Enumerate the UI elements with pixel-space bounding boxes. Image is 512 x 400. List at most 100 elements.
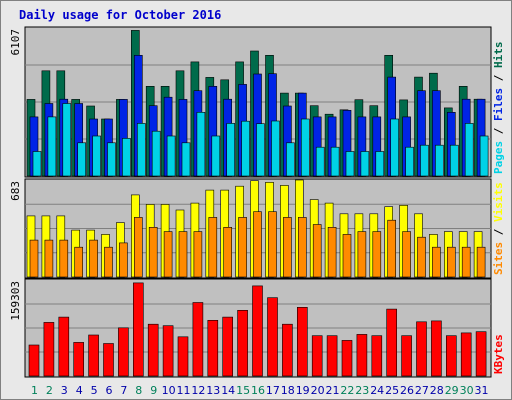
bar-kbytes (326, 335, 338, 377)
x-tick-label: 19 (296, 384, 310, 397)
bar-kbytes (103, 343, 114, 377)
bar-sites (104, 246, 113, 278)
bar-pages (166, 135, 176, 177)
bar-sites (387, 219, 397, 278)
bar-sites (44, 239, 54, 278)
bar-pages (286, 142, 295, 177)
y-max-label: 683 (9, 181, 22, 201)
x-tick-label: 3 (61, 384, 68, 397)
x-tick-label: 11 (177, 384, 191, 397)
bar-kbytes (460, 332, 472, 377)
x-tick-label: 10 (162, 384, 176, 397)
bar-sites (74, 246, 83, 278)
bar-pages (375, 151, 385, 177)
bar-kbytes (356, 334, 368, 377)
bar-sites (312, 224, 322, 278)
bar-kbytes (43, 322, 55, 377)
x-tick-label: 5 (91, 384, 98, 397)
x-tick-label: 27 (415, 384, 429, 397)
x-tick-label: 18 (281, 384, 295, 397)
bar-kbytes (475, 331, 487, 377)
legend-sites: Sites (492, 242, 505, 275)
bar-kbytes (222, 316, 233, 377)
bar-pages (47, 116, 57, 177)
bar-sites (29, 239, 39, 278)
bar-sites (402, 231, 411, 278)
bar-pages (300, 118, 310, 177)
chart-title: Daily usage for October 2016 (19, 8, 221, 22)
bar-kbytes (88, 334, 99, 377)
y-max-label: 6107 (9, 29, 22, 56)
series-legend: KBytes (492, 334, 505, 374)
bar-sites (193, 231, 203, 278)
x-tick-label: 23 (355, 384, 369, 397)
bar-kbytes (73, 342, 84, 377)
series-legend: Pages / Files / Hits (492, 42, 505, 175)
bar-pages (360, 151, 370, 177)
bar-sites (253, 211, 262, 278)
x-tick-label: 8 (135, 384, 142, 397)
bar-sites (446, 246, 456, 278)
legend-separator: / (492, 121, 505, 141)
bar-kbytes (296, 306, 308, 377)
bar-pages (435, 144, 444, 177)
series-legend: Sites / Visits (492, 182, 505, 275)
bar-sites (283, 217, 292, 278)
bar-kbytes (58, 316, 70, 377)
bar-pages (449, 144, 459, 177)
visits-sites-panel: 683 Sites / Visits (9, 178, 505, 279)
legend-pages: Pages (492, 141, 505, 174)
x-tick-label: 24 (370, 384, 384, 397)
x-tick-label: 28 (430, 384, 444, 397)
bar-pages (62, 103, 72, 177)
x-tick-label: 16 (251, 384, 265, 397)
bar-sites (417, 236, 426, 278)
bar-pages (151, 130, 161, 177)
x-tick-label: 25 (385, 384, 399, 397)
bar-kbytes (386, 308, 398, 377)
x-tick-label: 7 (120, 384, 127, 397)
bar-pages (92, 135, 101, 177)
bar-sites (89, 239, 98, 278)
bar-pages (241, 120, 250, 177)
bar-kbytes (311, 335, 323, 377)
bar-kbytes (431, 320, 442, 377)
x-tick-label: 13 (206, 384, 220, 397)
bar-kbytes (416, 321, 427, 377)
bar-sites (342, 234, 352, 278)
bar-sites (327, 227, 337, 278)
bar-pages (420, 144, 429, 177)
x-tick-label: 2 (46, 384, 53, 397)
x-tick-label: 22 (340, 384, 354, 397)
bar-pages (196, 112, 206, 177)
bar-pages (315, 146, 325, 177)
bar-sites (476, 246, 486, 278)
bar-pages (77, 142, 86, 177)
x-tick-label: 6 (106, 384, 113, 397)
bar-sites (178, 231, 188, 278)
bar-sites (163, 231, 173, 278)
bar-kbytes (28, 344, 40, 377)
x-tick-label: 29 (445, 384, 459, 397)
bar-pages (211, 135, 221, 177)
bar-sites (223, 227, 232, 278)
bar-sites (268, 211, 277, 278)
legend-separator: / (492, 68, 505, 88)
x-tick-label: 4 (76, 384, 83, 397)
bar-kbytes (192, 302, 204, 377)
bar-kbytes (147, 323, 159, 377)
bar-pages (256, 123, 265, 177)
hits-files-pages-panel: 6107 Pages / Files / Hits (9, 26, 505, 178)
x-tick-label: 30 (460, 384, 474, 397)
bar-pages (137, 123, 146, 177)
x-tick-label: 26 (400, 384, 414, 397)
bar-pages (271, 120, 280, 177)
bar-kbytes (177, 336, 189, 377)
x-tick-label: 12 (191, 384, 205, 397)
bar-sites (119, 242, 128, 278)
bar-kbytes (118, 327, 129, 377)
x-tick-label: 1 (31, 384, 38, 397)
x-tick-label: 17 (266, 384, 280, 397)
